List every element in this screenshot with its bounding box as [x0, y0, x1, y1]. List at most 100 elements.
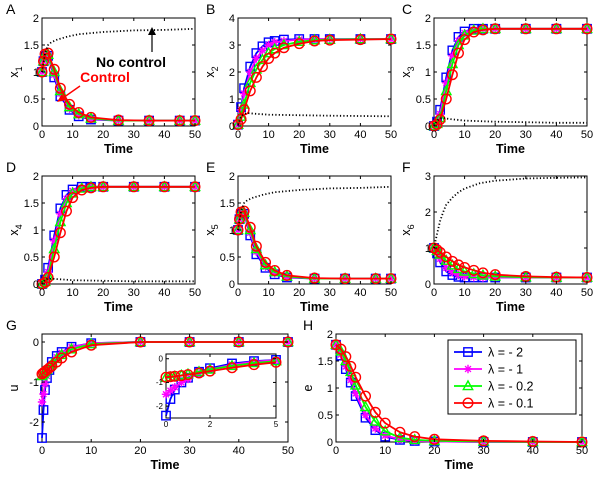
panel-letter: A: [6, 1, 16, 17]
data-point-circle: [270, 356, 282, 368]
data-point-circle: [238, 205, 250, 217]
legend-label: λ = - 0.2: [488, 380, 534, 394]
y-tick-label: 1.5: [220, 198, 235, 210]
y-axis-label: u: [7, 384, 21, 391]
data-point-triangle: [477, 22, 489, 34]
data-point-circle: [477, 267, 489, 279]
data-point-star: [236, 105, 246, 114]
data-point-circle: [581, 23, 593, 35]
x-tick-label: 50: [282, 445, 294, 457]
x-tick-label: 40: [354, 287, 366, 299]
y-tick-label: 0.5: [416, 94, 431, 106]
data-point-circle: [459, 34, 471, 46]
data-point-square: [37, 433, 47, 443]
x-tick-label: 50: [189, 287, 201, 299]
y-tick-label: 2: [229, 171, 235, 183]
x-axis-label: Time: [445, 458, 474, 472]
data-point-circle: [339, 273, 351, 285]
data-point-triangle: [434, 111, 447, 123]
legend-label: λ = - 0.1: [488, 397, 534, 411]
data-point-triangle: [39, 275, 51, 287]
x-tick-label: 20: [293, 287, 305, 299]
y-tick-label: 1.5: [416, 40, 431, 52]
y-tick-label: 0: [159, 355, 164, 364]
panel-letter: C: [402, 1, 412, 17]
x-axis-label: Time: [496, 142, 525, 156]
x-tick-label: 0: [333, 445, 339, 457]
no-control-label: No control: [96, 54, 166, 70]
x-tick-label: 30: [520, 287, 532, 299]
panel-letter: E: [206, 159, 215, 175]
data-point-circle: [158, 181, 170, 193]
x-tick-label: 30: [477, 445, 489, 457]
x-tick-label: 20: [97, 129, 109, 141]
data-point-circle: [385, 33, 397, 45]
y-axis-label: x2: [203, 66, 220, 77]
panel-e: 0 10 20 30 40 50 0 0.5 1 1.5 2 Time x5 E: [203, 159, 397, 314]
x-tick-label: 50: [576, 445, 588, 457]
y-tick-label: 1: [229, 225, 235, 237]
data-point-circle: [293, 38, 305, 50]
y-tick-label: 2: [327, 329, 333, 341]
data-point-star: [239, 89, 249, 98]
data-point-circle: [48, 63, 60, 75]
data-point-circle: [309, 272, 321, 284]
y-tick-label: 1: [229, 94, 235, 106]
data-point-square: [161, 410, 171, 421]
data-point-circle: [269, 47, 281, 59]
series-line-no-control: [237, 185, 392, 231]
data-point-star: [454, 270, 463, 280]
y-tick-label: -1: [156, 378, 164, 387]
data-point-triangle: [204, 362, 216, 374]
x-tick-label: 30: [128, 129, 140, 141]
data-point-circle: [42, 47, 54, 59]
data-point-circle: [54, 82, 66, 94]
data-point-triangle: [446, 258, 459, 270]
x-tick-label: 20: [428, 445, 440, 457]
data-point-triangle: [226, 359, 238, 371]
data-point-circle: [428, 433, 440, 445]
data-point-triangle: [36, 65, 48, 77]
x-tick-label: 30: [183, 445, 195, 457]
data-point-star: [227, 360, 237, 369]
x-tick-label: 0: [431, 287, 437, 299]
y-tick-label: 0: [33, 279, 39, 291]
data-point-circle: [446, 69, 458, 81]
data-point-circle: [193, 367, 205, 379]
data-point-circle: [244, 85, 256, 97]
data-point-circle: [42, 272, 54, 284]
data-point-circle: [278, 42, 290, 54]
data-point-triangle: [248, 356, 260, 368]
legend-label: λ = - 1: [488, 363, 523, 377]
data-point-triangle: [244, 223, 257, 235]
legend-marker-triangle: [462, 379, 474, 391]
data-point-square: [38, 405, 49, 415]
data-point-circle: [85, 339, 97, 351]
inset-g-inset: 0 2 5 -2 -1 0: [156, 353, 282, 429]
data-point-triangle: [270, 354, 282, 366]
x-tick-label: 50: [581, 287, 593, 299]
data-point-triangle: [85, 180, 97, 192]
data-point-triangle: [359, 400, 372, 412]
data-point-triangle: [408, 433, 421, 445]
x-tick-label: 30: [520, 129, 532, 141]
data-point-circle: [112, 114, 124, 126]
data-point-triangle: [379, 424, 392, 436]
x-tick-label: 20: [489, 287, 501, 299]
x-tick-label: 50: [385, 287, 397, 299]
y-tick-label: 1.5: [24, 40, 39, 52]
data-point-circle: [54, 227, 66, 239]
data-point-star: [270, 38, 279, 47]
data-point-star: [40, 379, 50, 389]
data-point-star: [170, 382, 179, 392]
data-point-circle: [226, 362, 238, 374]
data-point-star: [161, 390, 171, 399]
x-tick-label: 40: [550, 287, 562, 299]
y-tick-label: 0: [33, 121, 39, 133]
data-point-circle: [164, 371, 176, 383]
data-point-star: [395, 435, 405, 444]
x-tick-label: 10: [66, 287, 78, 299]
data-point-circle: [169, 370, 181, 382]
data-point-triangle: [54, 215, 67, 227]
legend-marker-circle: [462, 397, 474, 409]
